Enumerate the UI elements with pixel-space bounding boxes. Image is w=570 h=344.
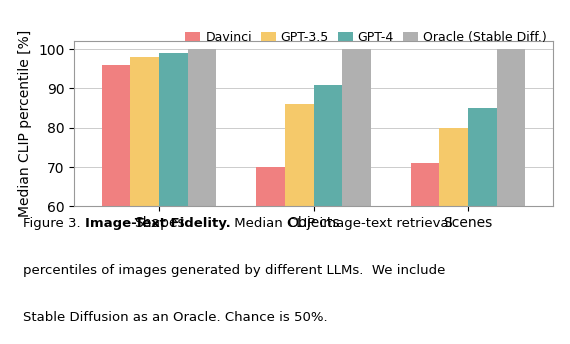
Text: Figure 3.: Figure 3. — [23, 217, 85, 230]
Bar — [496, 49, 525, 344]
Bar — [411, 163, 439, 344]
Bar — [159, 53, 188, 344]
Legend: Davinci, GPT-3.5, GPT-4, Oracle (Stable Diff.): Davinci, GPT-3.5, GPT-4, Oracle (Stable … — [180, 26, 551, 49]
Bar — [314, 85, 342, 344]
Bar — [256, 167, 285, 344]
Text: Median CLIP image-text retrieval: Median CLIP image-text retrieval — [230, 217, 453, 230]
Text: Stable Diffusion as an Oracle. Chance is 50%.: Stable Diffusion as an Oracle. Chance is… — [23, 311, 327, 324]
Bar — [131, 57, 159, 344]
Bar — [342, 49, 370, 344]
Text: Image-Text Fidelity.: Image-Text Fidelity. — [85, 217, 230, 230]
Bar — [439, 128, 468, 344]
Bar — [102, 65, 131, 344]
Bar — [468, 108, 496, 344]
Bar — [285, 104, 314, 344]
Bar — [188, 49, 216, 344]
Text: percentiles of images generated by different LLMs.  We include: percentiles of images generated by diffe… — [23, 264, 445, 277]
Y-axis label: Median CLIP percentile [%]: Median CLIP percentile [%] — [18, 30, 32, 217]
